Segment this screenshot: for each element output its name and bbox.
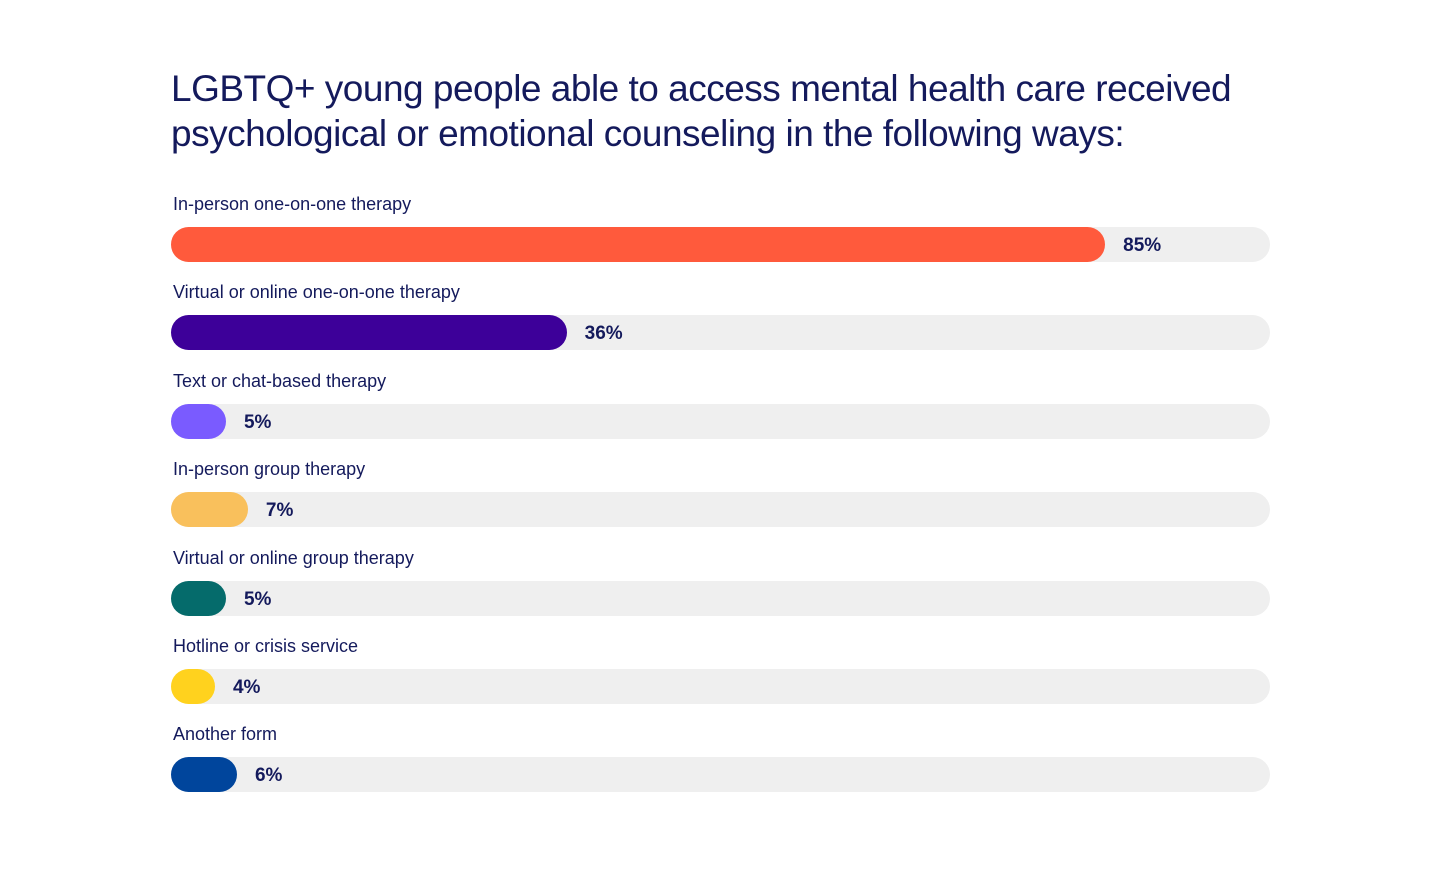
category-label: In-person one-on-one therapy bbox=[173, 194, 412, 214]
value-label: 5% bbox=[243, 588, 272, 610]
category-label: Text or chat-based therapy bbox=[173, 370, 387, 391]
bar bbox=[171, 492, 248, 528]
bar-row: In-person group therapy 7% bbox=[171, 454, 1270, 542]
bar-row: Hotline or crisis service 4% bbox=[171, 631, 1270, 719]
bar-row: Virtual or online group therapy 5% bbox=[171, 543, 1270, 631]
category-label: Virtual or online one-on-one therapy bbox=[173, 282, 460, 303]
bar bbox=[171, 315, 567, 351]
bar bbox=[171, 403, 226, 439]
bar bbox=[171, 757, 237, 793]
bar-track: 6% bbox=[171, 757, 1270, 793]
bar-row: In-person one-on-one therapy 85% bbox=[171, 189, 1270, 277]
category-label: Virtual or online group therapy bbox=[173, 547, 414, 568]
category-label: Another form bbox=[173, 724, 278, 745]
bar bbox=[171, 227, 1106, 262]
value-label: 7% bbox=[265, 500, 294, 522]
bar-row: Virtual or online one-on-one therapy 36% bbox=[171, 277, 1270, 365]
bar bbox=[171, 580, 226, 616]
bar-track: 5% bbox=[171, 580, 1270, 616]
category-label: Hotline or crisis service bbox=[173, 635, 359, 656]
bar-track: 4% bbox=[171, 668, 1270, 704]
value-label: 6% bbox=[254, 765, 283, 787]
category-label: In-person group therapy bbox=[173, 459, 366, 480]
bar-row: Text or chat-based therapy 5% bbox=[171, 366, 1270, 454]
value-label: 4% bbox=[232, 676, 261, 698]
bar-track: 5% bbox=[171, 403, 1270, 439]
bar-track: 7% bbox=[171, 492, 1270, 528]
value-label: 36% bbox=[584, 323, 623, 345]
bar-track: 36% bbox=[171, 315, 1270, 351]
value-label: 85% bbox=[1123, 235, 1162, 256]
value-label: 5% bbox=[243, 411, 272, 433]
bar-track: 85% bbox=[171, 227, 1270, 262]
bar-row: Another form 6% bbox=[171, 719, 1270, 807]
bar bbox=[171, 668, 215, 704]
chart-title: LGBTQ+ young people able to access menta… bbox=[171, 68, 1232, 154]
bar-chart: In-person one-on-one therapy 85% Virtual o… bbox=[171, 189, 1270, 808]
